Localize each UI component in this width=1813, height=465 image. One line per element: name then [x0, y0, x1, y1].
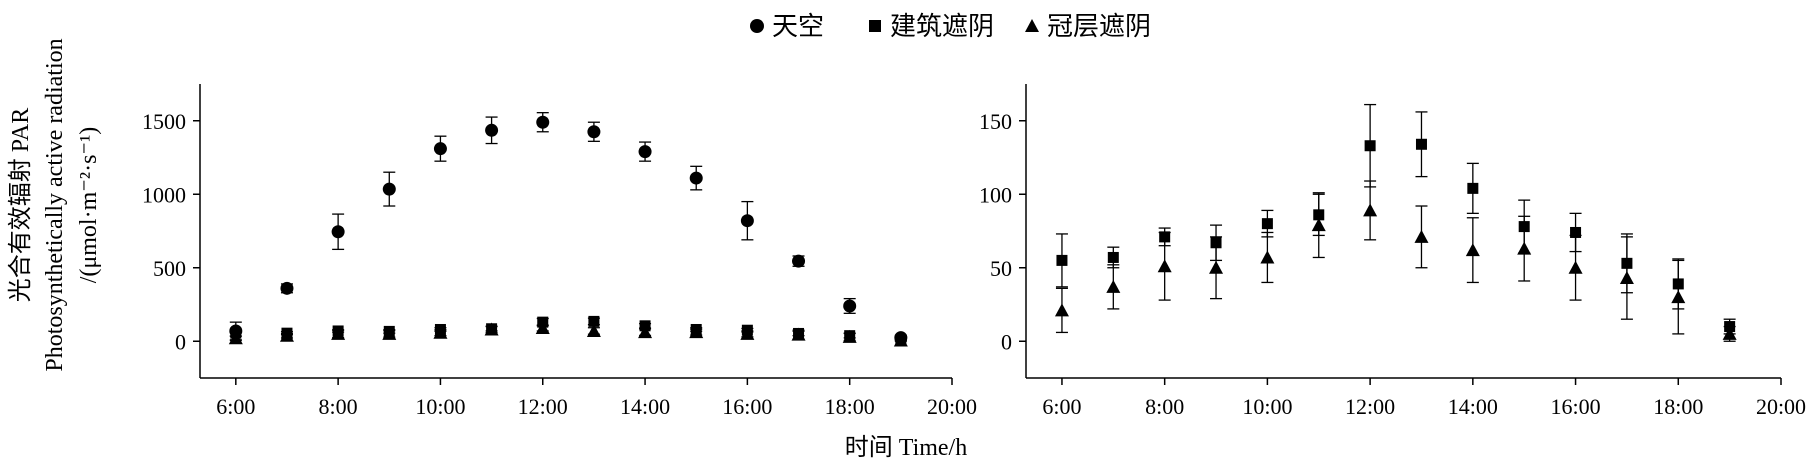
y-axis-title-line-3: /(μmol·m⁻²·s⁻¹)	[76, 127, 102, 284]
x-tick-label: 12:00	[1345, 394, 1395, 419]
data-point-circle	[331, 225, 345, 239]
y-tick-label: 1500	[142, 109, 186, 134]
chart-panel-left: 0 500 1000 1500 6:00 8:00 10:00 12:00 14:00 16:00…	[142, 84, 977, 419]
data-point-circle	[536, 115, 550, 129]
data-point-square	[1056, 254, 1068, 266]
data-point-square	[1261, 218, 1273, 230]
data-point-square	[1107, 251, 1119, 263]
legend-label-sky: 天空	[772, 12, 824, 41]
data-point-circle	[689, 171, 703, 185]
data-point-circle	[485, 123, 499, 137]
data-point-triangle	[638, 325, 653, 339]
x-axis-title: 时间 Time/h	[845, 434, 967, 461]
x-tick-label: 6:00	[216, 394, 255, 419]
data-point-triangle	[842, 329, 857, 343]
data-point-triangle	[1157, 259, 1172, 273]
x-tick-label: 12:00	[518, 394, 568, 419]
legend-marker-triangle	[1025, 19, 1039, 32]
y-axis-title-line-2: Photosynthetically active radiation	[42, 38, 68, 371]
data-point-triangle	[331, 326, 346, 340]
data-point-circle	[382, 182, 396, 196]
data-point-triangle	[1671, 290, 1686, 304]
data-point-circle	[587, 125, 601, 139]
legend-label-canopy-shade: 冠层遮阴	[1047, 12, 1151, 41]
series-triangle	[1054, 180, 1737, 342]
y-tick-label: 1000	[142, 182, 186, 207]
data-point-square	[1570, 226, 1582, 238]
data-point-triangle	[740, 326, 755, 340]
data-point-triangle	[1209, 260, 1224, 274]
y-tick-label: 0	[1001, 329, 1012, 354]
data-point-square	[588, 315, 600, 327]
data-point-triangle	[1465, 243, 1480, 257]
data-point-triangle	[689, 325, 704, 339]
chart-panel-right: 0 50 100 150 6:00 8:00 10:00 12:00 14:00 16:00 18:…	[979, 84, 1806, 419]
series-square	[229, 315, 907, 346]
legend-label-building-shade: 建筑遮阴	[890, 12, 994, 41]
data-point-triangle	[1568, 260, 1583, 274]
x-tick-label: 18:00	[1653, 394, 1703, 419]
x-tick-label: 10:00	[1242, 394, 1292, 419]
data-point-triangle	[279, 328, 294, 342]
data-point-triangle	[1260, 250, 1275, 264]
data-point-triangle	[1106, 279, 1121, 293]
x-tick-label: 6:00	[1042, 394, 1081, 419]
y-axis-title: 光合有效辐射 PAR Photosynthetically active rad…	[7, 38, 102, 371]
data-point-circle	[638, 145, 652, 159]
data-point-triangle	[1054, 303, 1069, 317]
y-tick-label: 100	[979, 182, 1012, 207]
data-point-triangle	[791, 327, 806, 341]
x-tick-label: 8:00	[319, 394, 358, 419]
y-tick-label: 50	[990, 256, 1012, 281]
x-tick-label: 18:00	[825, 394, 875, 419]
legend: 天空 建筑遮阴 冠层遮阴	[750, 12, 1151, 41]
data-point-triangle	[1363, 203, 1378, 217]
x-tick-label: 10:00	[415, 394, 465, 419]
y-tick-label: 150	[979, 109, 1012, 134]
data-point-triangle	[228, 331, 243, 345]
x-tick-label: 20:00	[1756, 394, 1806, 419]
data-point-circle	[792, 254, 806, 268]
data-point-circle	[433, 142, 447, 156]
data-point-triangle	[382, 326, 397, 340]
series-triangle	[228, 321, 908, 347]
data-point-square	[1467, 182, 1479, 194]
data-point-triangle	[1414, 229, 1429, 243]
data-point-triangle	[433, 325, 448, 339]
data-point-triangle	[1619, 271, 1634, 285]
data-point-square	[1364, 140, 1376, 152]
data-point-triangle	[535, 321, 550, 335]
data-point-square	[1415, 138, 1427, 150]
legend-marker-circle	[750, 19, 764, 33]
data-point-triangle	[1722, 326, 1737, 340]
x-tick-label: 16:00	[1550, 394, 1600, 419]
x-tick-label: 16:00	[722, 394, 772, 419]
x-tick-label: 8:00	[1145, 394, 1184, 419]
x-tick-label: 14:00	[620, 394, 670, 419]
y-tick-label: 500	[153, 256, 186, 281]
x-tick-label: 20:00	[927, 394, 977, 419]
data-point-circle	[740, 214, 754, 228]
data-point-triangle	[484, 322, 499, 336]
data-point-triangle	[893, 333, 908, 347]
y-axis-title-line-1: 光合有效辐射 PAR	[7, 108, 34, 302]
data-point-circle	[280, 281, 294, 295]
legend-marker-square	[869, 20, 881, 32]
series-circle	[229, 112, 908, 345]
data-point-triangle	[1311, 218, 1326, 232]
data-point-triangle	[1517, 241, 1532, 255]
data-point-circle	[843, 299, 857, 313]
x-tick-label: 14:00	[1448, 394, 1498, 419]
series-square	[1055, 103, 1736, 335]
data-point-triangle	[586, 323, 601, 337]
y-tick-label: 0	[175, 329, 186, 354]
